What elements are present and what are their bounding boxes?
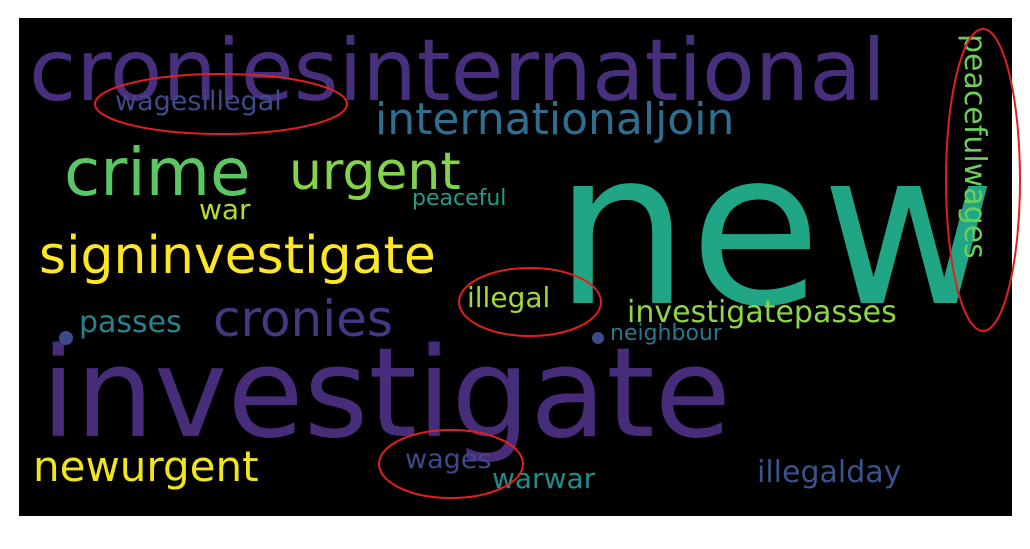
word-investigate: investigate (41, 322, 731, 466)
word-passes: passes (79, 305, 182, 340)
word-peaceful: peaceful (412, 186, 507, 211)
word-new: new (554, 105, 997, 354)
stray-dot-left (59, 331, 73, 345)
word-crime: crime (64, 134, 251, 211)
word-illegal: illegal (467, 281, 551, 314)
word-warwar: warwar (492, 462, 596, 495)
word-neighbour: neighbour (610, 321, 722, 346)
word-war-1: war (199, 193, 251, 226)
word-cronies: cronies (213, 290, 393, 348)
word-cloud: croniesinternational internationaljoin w… (19, 18, 1012, 516)
stray-dot-mid (592, 332, 604, 344)
word-investigatepasses: investigatepasses (627, 295, 897, 330)
word-wages: wages (405, 444, 492, 475)
word-newurgent: newurgent (33, 442, 259, 491)
word-signinvestigate: signinvestigate (39, 226, 436, 286)
word-wagesillegal: wagesillegal (115, 86, 282, 117)
word-illegalday: illegalday (757, 455, 902, 490)
word-peacefulwages: peacefulwages (957, 34, 992, 259)
word-urgent: urgent (289, 142, 461, 202)
word-internationaljoin: internationaljoin (375, 94, 735, 145)
